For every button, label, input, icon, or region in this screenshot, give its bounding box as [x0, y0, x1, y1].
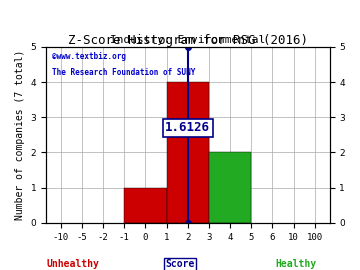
Text: Industry: Environmental: Industry: Environmental — [110, 35, 265, 45]
Bar — [124, 188, 167, 223]
Text: Score: Score — [165, 259, 195, 269]
Title: Z-Score Histogram for RSG (2016): Z-Score Histogram for RSG (2016) — [68, 34, 308, 47]
Y-axis label: Number of companies (7 total): Number of companies (7 total) — [15, 50, 25, 220]
Bar — [167, 82, 209, 223]
Bar — [209, 153, 251, 223]
Text: 1.6126: 1.6126 — [165, 121, 210, 134]
Text: The Research Foundation of SUNY: The Research Foundation of SUNY — [52, 68, 195, 77]
Text: ©www.textbiz.org: ©www.textbiz.org — [52, 52, 126, 61]
Text: Healthy: Healthy — [276, 259, 317, 269]
Text: Unhealthy: Unhealthy — [47, 259, 100, 269]
